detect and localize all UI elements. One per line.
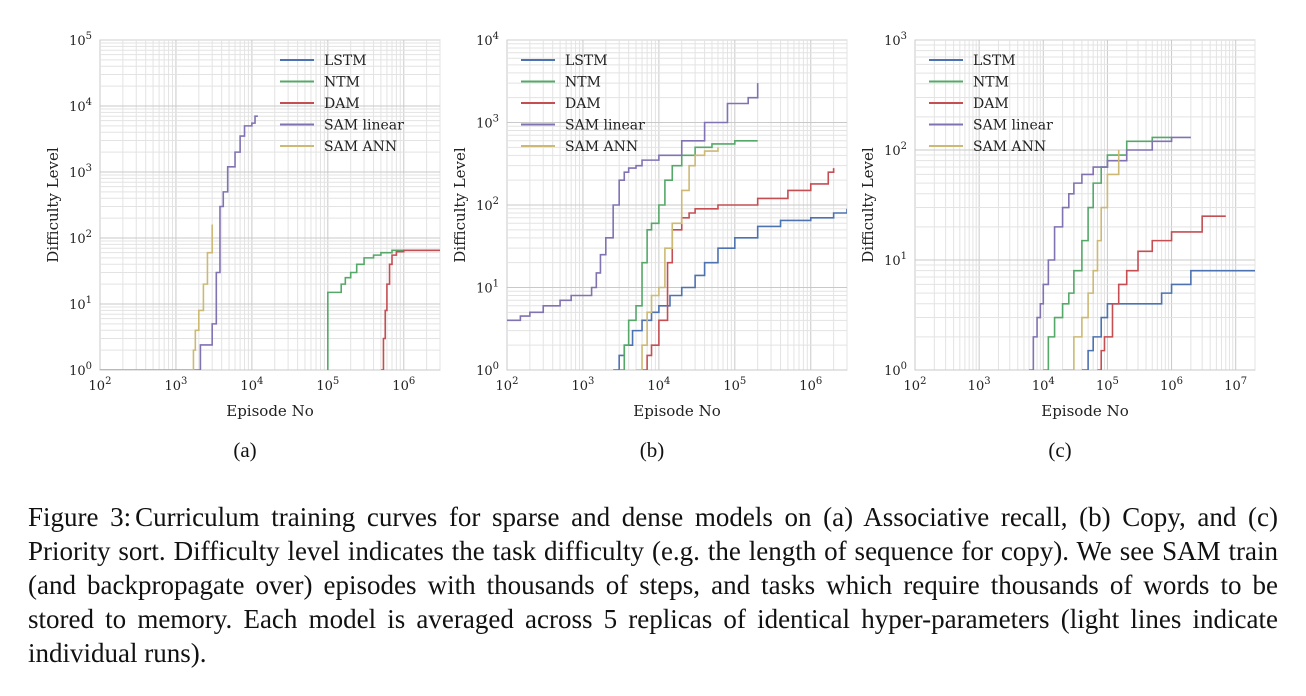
- series-line-lstm: [613, 208, 847, 370]
- y-tick-label: 101: [476, 279, 499, 297]
- legend: LSTM NTM DAM SAM linear SAM ANN: [929, 53, 1053, 155]
- series-line-sam-linear: [1029, 136, 1191, 370]
- chart-a: 102 103 104 105 106100101102103104105Episode…: [44, 31, 441, 420]
- x-tick-label: 106: [1160, 376, 1183, 394]
- y-tick-label: 100: [884, 361, 907, 379]
- y-tick-label: 102: [476, 196, 499, 214]
- legend-label: LSTM: [565, 53, 608, 69]
- legend: LSTM NTM DAM SAM linear SAM ANN: [521, 53, 645, 155]
- plot-area: [914, 39, 1256, 371]
- legend: LSTM NTM DAM SAM linear SAM ANN: [280, 53, 404, 155]
- chart-b: 102 103 104 105 106 100 101 102 103 104 Episode No…: [451, 31, 848, 420]
- y-tick-label: 104: [476, 31, 499, 49]
- grid: [99, 40, 441, 371]
- caption-text: Curriculum training curves for sparse an…: [28, 502, 1278, 668]
- legend-label: SAM linear: [565, 118, 645, 134]
- x-tick-label: 107: [1224, 376, 1247, 394]
- x-tick-label: 104: [1032, 376, 1055, 394]
- x-axis-label: Episode No: [226, 402, 313, 420]
- series-group: [507, 83, 847, 370]
- y-axis-label: Difficulty Level: [44, 147, 62, 263]
- y-tick-label: 103: [69, 163, 92, 181]
- y-tick-label: 101: [69, 295, 92, 313]
- legend-label: NTM: [324, 75, 360, 91]
- y-tick-label: 102: [69, 229, 92, 247]
- y-tick-label: 103: [884, 31, 907, 49]
- y-tick-label: 103: [476, 114, 499, 132]
- y-tick-label: 100: [69, 361, 92, 379]
- panel-label-b: (b): [639, 438, 665, 462]
- x-tick-label: 102: [904, 376, 927, 394]
- y-tick-label: 102: [884, 141, 907, 159]
- x-axis-label: Episode No: [1041, 402, 1128, 420]
- legend-label: SAM ANN: [324, 139, 397, 155]
- series-line-dam: [642, 168, 835, 370]
- x-tick-label: 103: [164, 376, 187, 394]
- series-group: [1029, 136, 1255, 370]
- series-line-dam: [380, 249, 440, 370]
- legend-label: DAM: [565, 96, 601, 112]
- x-tick-label: 102: [89, 376, 112, 394]
- y-tick-label: 100: [476, 361, 499, 379]
- legend-label: SAM ANN: [565, 139, 638, 155]
- chart-panel-c: 102 103 104 105 106 107 100 101 102 103 Episode No…: [845, 22, 1265, 422]
- x-axis-label: Episode No: [633, 402, 720, 420]
- series-line-ntm: [1043, 136, 1172, 370]
- y-axis-label: Difficulty Level: [859, 147, 877, 263]
- legend-label: SAM linear: [973, 118, 1053, 134]
- figure-caption: Figure 3: Curriculum training curves for …: [28, 500, 1278, 670]
- x-tick-label: 103: [968, 376, 991, 394]
- chart-panel-b: 102 103 104 105 106 100 101 102 103 104 Episode No…: [437, 22, 857, 422]
- chart-c: 102 103 104 105 106 107 100 101 102 103 Episode No…: [859, 31, 1256, 420]
- x-tick-label: 105: [1096, 376, 1119, 394]
- caption-label: Figure 3:: [28, 502, 132, 532]
- legend-label: SAM linear: [324, 118, 404, 134]
- grid: [914, 40, 1256, 371]
- y-tick-label: 105: [69, 31, 92, 49]
- legend-label: NTM: [973, 75, 1009, 91]
- legend-label: DAM: [973, 96, 1009, 112]
- y-tick-label: 104: [69, 97, 92, 115]
- series-line-ntm: [327, 249, 440, 370]
- series-line-sam-linear: [507, 83, 759, 322]
- x-tick-label: 106: [799, 376, 822, 394]
- series-line-sam-linear: [100, 115, 258, 370]
- x-tick-label: 104: [240, 376, 263, 394]
- x-tick-label: 104: [647, 376, 670, 394]
- legend-label: NTM: [565, 75, 601, 91]
- series-line-dam: [1097, 215, 1226, 370]
- series-line-sam-ann: [100, 224, 213, 370]
- legend-label: DAM: [324, 96, 360, 112]
- legend-label: SAM ANN: [973, 139, 1046, 155]
- panel-label-a: (a): [233, 438, 257, 462]
- panel-label-c: (c): [1048, 438, 1072, 462]
- legend-label: LSTM: [324, 53, 367, 69]
- chart-panel-a: 102 103 104 105 106 100 101 102 103 104 105 Episode…: [10, 22, 441, 422]
- x-tick-label: 106: [392, 376, 415, 394]
- y-axis-label: Difficulty Level: [451, 147, 469, 263]
- y-tick-label: 101: [884, 251, 907, 269]
- legend-label: LSTM: [973, 53, 1016, 69]
- series-line-sam-ann: [1062, 150, 1120, 370]
- series-line-sam-ann: [636, 147, 719, 370]
- x-tick-label: 102: [496, 376, 519, 394]
- series-line-ntm: [619, 140, 758, 370]
- x-tick-label: 103: [571, 376, 594, 394]
- plot-area: [99, 39, 441, 371]
- x-tick-label: 105: [723, 376, 746, 394]
- x-tick-label: 105: [316, 376, 339, 394]
- series-group: [100, 115, 440, 370]
